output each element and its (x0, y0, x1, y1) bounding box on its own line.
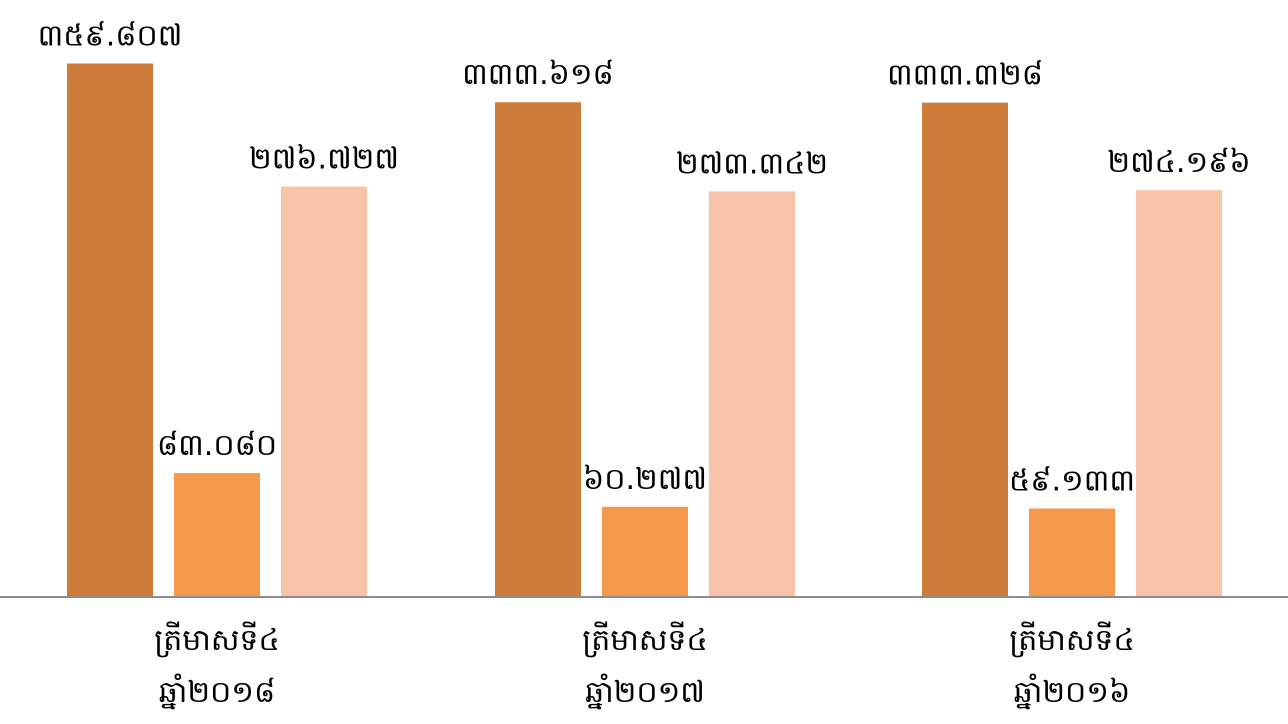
data-label-series2-cat2: ៦០.២៧៧ (583, 462, 707, 497)
data-label-series1-cat2: ៣៣៣.៦១៨ (462, 57, 614, 92)
data-label-series3-cat2: ២៧៣.៣៤២ (676, 146, 828, 181)
bar-series2-cat1 (174, 473, 260, 596)
bar-series1-cat3 (922, 102, 1008, 596)
bar-series2-cat2 (602, 506, 688, 596)
category-label-line1-cat3: ត្រីមាសទី៤ (1009, 621, 1134, 658)
category-label-line2-cat3: ឆ្នាំ២០១៦ (1014, 673, 1130, 710)
bar-series1-cat2 (495, 102, 581, 596)
bar-series2-cat3 (1029, 508, 1115, 596)
category-label-line2-cat2: ឆ្នាំ២០១៧ (585, 673, 705, 710)
data-label-series1-cat3: ៣៣៣.៣២៨ (887, 58, 1043, 93)
bar-series3-cat1 (281, 186, 367, 597)
data-label-series3-cat3: ២៧៤.១៩៦ (1107, 145, 1250, 180)
category-label-line1-cat1: ត្រីមាសទី៤ (154, 621, 279, 658)
category-labels-layer: ត្រីមាសទី៤ឆ្នាំ២០១៨ ត្រីមាសទី៤ឆ្នាំ២០១៧ ត្… (154, 621, 1134, 710)
bar-series3-cat3 (1136, 190, 1222, 596)
category-label-line1-cat2: ត្រីមាសទី៤ (582, 621, 707, 658)
bar-series1-cat1 (67, 63, 153, 596)
data-label-series2-cat3: ៥៩.១៣៣ (1009, 463, 1135, 498)
category-label-line2-cat1: ឆ្នាំ២០១៨ (159, 673, 275, 710)
data-label-series1-cat1: ៣៥៩.៨០៧ (38, 18, 183, 53)
bar-series3-cat2 (709, 191, 795, 596)
bars-layer (67, 63, 1222, 597)
data-label-series2-cat1: ៨៣.០៨០ (157, 428, 277, 463)
data-label-series3-cat1: ២៧៦.៧២៧ (249, 141, 399, 176)
